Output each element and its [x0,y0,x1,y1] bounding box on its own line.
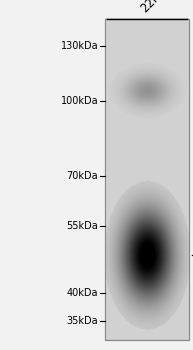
Text: 55kDa: 55kDa [66,221,98,231]
Text: 22Rv1: 22Rv1 [138,0,174,15]
Text: 35kDa: 35kDa [67,316,98,326]
Text: 100kDa: 100kDa [61,96,98,106]
Text: 40kDa: 40kDa [67,288,98,298]
FancyBboxPatch shape [105,19,189,340]
Text: 70kDa: 70kDa [67,171,98,181]
Text: 130kDa: 130kDa [61,41,98,51]
